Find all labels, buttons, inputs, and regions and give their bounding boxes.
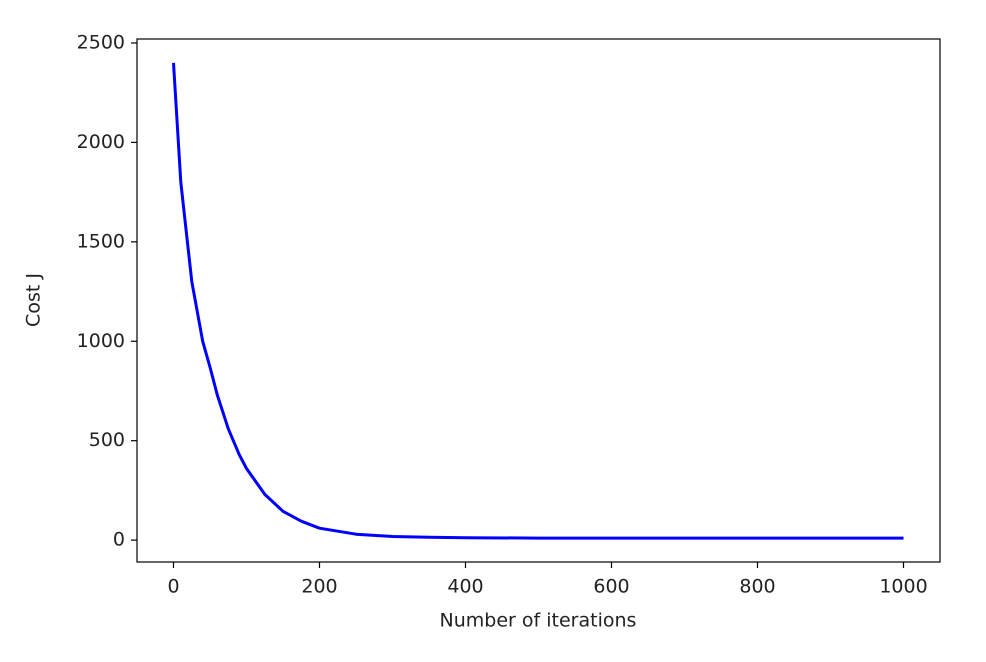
x-tick-label: 1000 xyxy=(879,576,927,598)
x-tick-label: 800 xyxy=(739,576,775,598)
y-axis-label: Cost J xyxy=(23,273,45,327)
x-tick-label: 600 xyxy=(593,576,629,598)
y-tick-label: 2500 xyxy=(77,31,125,53)
y-tick-label: 500 xyxy=(89,429,125,451)
plot-frame xyxy=(136,38,941,563)
y-tick-label: 1500 xyxy=(77,230,125,252)
x-tick-label: 0 xyxy=(167,576,179,598)
y-tick-label: 1000 xyxy=(77,330,125,352)
y-tick-label: 2000 xyxy=(77,131,125,153)
x-tick-label: 200 xyxy=(301,576,337,598)
y-tick-label: 0 xyxy=(113,529,125,551)
x-tick-label: 400 xyxy=(447,576,483,598)
x-axis-label: Number of iterations xyxy=(440,610,637,632)
line xyxy=(172,62,904,540)
